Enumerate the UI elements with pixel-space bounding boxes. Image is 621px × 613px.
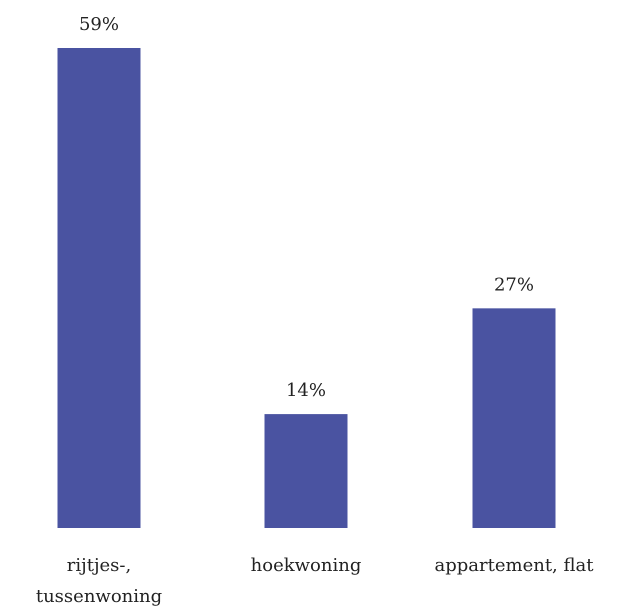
- bar-1: [57, 48, 141, 528]
- data-labels-layer: 59% 14% 27%: [79, 14, 534, 401]
- category-labels-layer: rijtjes-, tussenwoning hoekwoning apparteme…: [36, 555, 594, 607]
- category-label-2-line-1: hoekwoning: [251, 555, 362, 576]
- data-label-2: 14%: [286, 380, 326, 401]
- category-label-1-line-1: rijtjes-,: [67, 555, 131, 576]
- bar-2: [264, 414, 348, 528]
- bar-3: [472, 308, 556, 528]
- data-label-3: 27%: [494, 274, 534, 295]
- data-label-1: 59%: [79, 14, 119, 35]
- category-label-1-line-2: tussenwoning: [36, 586, 162, 607]
- category-label-3-line-1: appartement, flat: [435, 555, 595, 576]
- bars-layer: [57, 48, 556, 528]
